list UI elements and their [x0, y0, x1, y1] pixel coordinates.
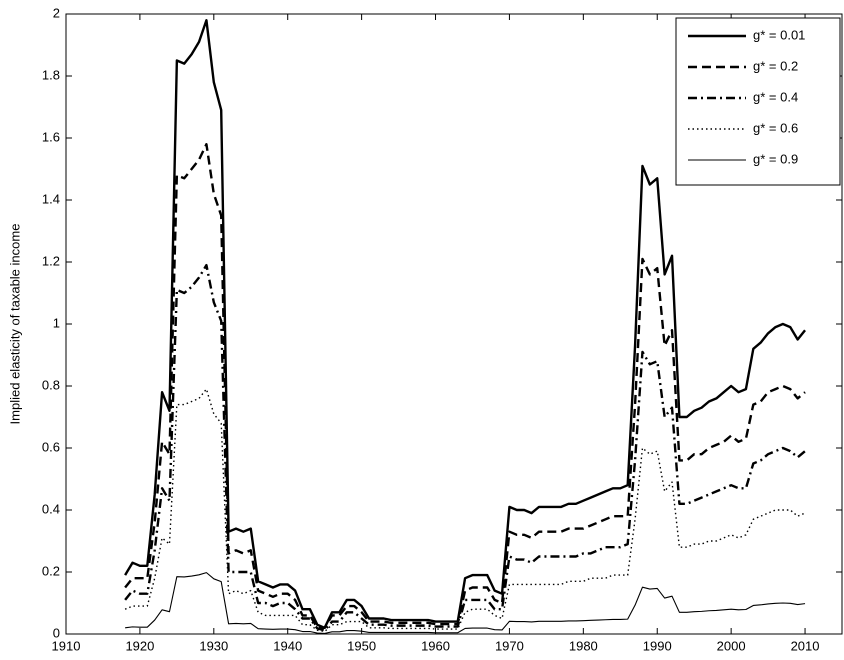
x-tick-label: 1970: [495, 638, 524, 653]
legend-label: g* = 0.01: [753, 27, 805, 42]
y-tick-label: 0: [53, 625, 60, 640]
legend-label: g* = 0.6: [753, 120, 798, 135]
y-tick-label: 1.4: [42, 191, 60, 206]
x-tick-label: 1940: [273, 638, 302, 653]
legend-label: g* = 0.4: [753, 89, 798, 104]
legend-label: g* = 0.2: [753, 58, 798, 73]
series-line: [124, 263, 806, 632]
x-tick-label: 1950: [347, 638, 376, 653]
x-tick-label: 1920: [125, 638, 154, 653]
legend-box: [675, 17, 841, 186]
x-tick-label: 1930: [199, 638, 228, 653]
series-line: [124, 143, 806, 629]
y-tick-label: 0.4: [42, 501, 60, 516]
series-line: [124, 19, 806, 629]
x-tick-label: 2010: [791, 638, 820, 653]
x-tick-label: 1990: [643, 638, 672, 653]
legend-label: g* = 0.9: [753, 151, 798, 166]
y-tick-label: 1: [53, 315, 60, 330]
x-tick-label: 2000: [717, 638, 746, 653]
x-tick-label: 1910: [52, 638, 81, 653]
x-tick-label: 1960: [421, 638, 450, 653]
y-axis-label: Implied elasticity of taxable income: [7, 224, 22, 425]
y-tick-label: 2: [53, 5, 60, 20]
series-line: [124, 388, 806, 633]
y-tick-label: 0.6: [42, 439, 60, 454]
y-tick-label: 0.2: [42, 563, 60, 578]
x-tick-label: 1980: [569, 638, 598, 653]
plot-frame: [65, 13, 843, 635]
y-tick-label: 1.8: [42, 67, 60, 82]
y-tick-label: 1.6: [42, 129, 60, 144]
y-tick-label: 1.2: [42, 253, 60, 268]
y-tick-label: 0.8: [42, 377, 60, 392]
series-line: [125, 572, 806, 634]
